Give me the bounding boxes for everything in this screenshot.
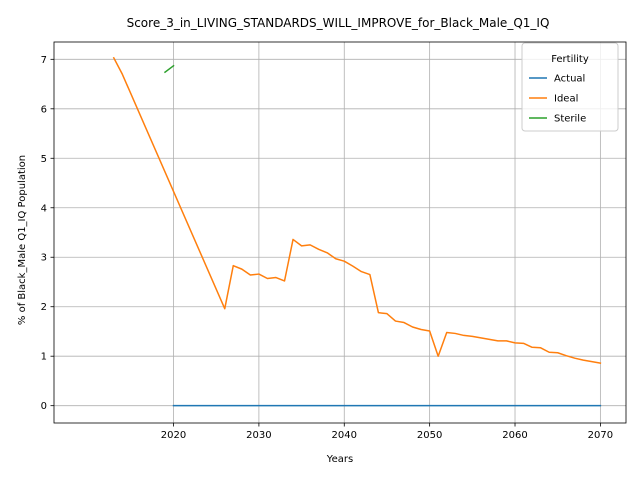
x-tick-label: 2030 bbox=[246, 430, 271, 441]
plot-area-frame bbox=[53, 41, 627, 424]
y-tick-label: 6 bbox=[41, 104, 47, 115]
x-tick-label: 2020 bbox=[161, 430, 186, 441]
y-tick-label: 2 bbox=[41, 302, 47, 313]
legend-title: Fertility bbox=[551, 54, 589, 65]
y-tick-label: 7 bbox=[41, 55, 47, 66]
series-line-sterile bbox=[163, 64, 175, 74]
axis-ticks: 2020 2030 2040 2050 2060 2070 0 1 2 3 4 5 6 7 bbox=[41, 55, 613, 441]
chart-title: Score_3_in_LIVING_STANDARDS_WILL_IMPROVE… bbox=[127, 16, 550, 30]
x-tick-label: 2050 bbox=[417, 430, 442, 441]
series-line-ideal bbox=[112, 56, 602, 364]
y-tick-label: 0 bbox=[41, 401, 47, 412]
y-tick-label: 5 bbox=[41, 154, 47, 165]
series-lines bbox=[112, 56, 602, 407]
y-tick-label: 1 bbox=[41, 352, 47, 363]
x-axis-label: Years bbox=[326, 454, 353, 465]
grid bbox=[54, 42, 626, 423]
legend-box bbox=[521, 42, 619, 132]
legend-label-sterile: Sterile bbox=[554, 114, 586, 125]
y-tick-label: 3 bbox=[41, 253, 47, 264]
legend-items: Actual Ideal Sterile bbox=[529, 74, 586, 125]
legend-label-actual: Actual bbox=[554, 74, 585, 85]
x-tick-label: 2060 bbox=[502, 430, 527, 441]
legend: Fertility Actual Ideal Sterile bbox=[521, 42, 619, 132]
x-tick-label: 2070 bbox=[588, 430, 613, 441]
legend-label-ideal: Ideal bbox=[554, 94, 578, 105]
y-axis-label: % of Black_Male Q1_IQ Population bbox=[17, 155, 28, 325]
x-tick-label: 2040 bbox=[332, 430, 357, 441]
y-tick-label: 4 bbox=[41, 203, 47, 214]
